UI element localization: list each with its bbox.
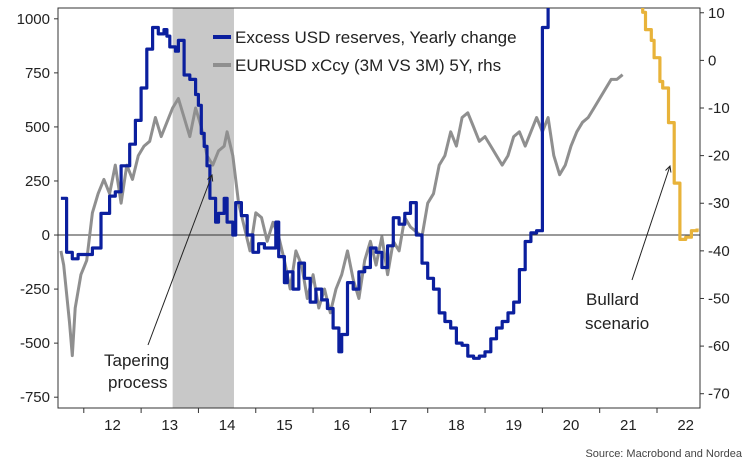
x-tick-label: 16 <box>333 417 350 434</box>
annotation-bullard-line2: scenario <box>585 314 649 333</box>
series-bullard-scenario-line <box>641 8 699 241</box>
chart-axes: 1000 750 500 250 0 -250 -500 -750 10 0 -10 -20 -30 -4… <box>17 5 730 434</box>
annotation-bullard: Bullard scenario <box>585 166 670 333</box>
y-right-tick-label: -20 <box>708 148 730 165</box>
y-left-tick-label: 0 <box>42 227 50 244</box>
x-tick-label: 15 <box>276 417 293 434</box>
legend: Excess USD reserves, Yearly change EURUS… <box>213 28 517 75</box>
y-left-tick-label: 750 <box>25 65 50 82</box>
y-left-tick-label: 1000 <box>17 11 50 28</box>
x-tick-label: 12 <box>104 417 121 434</box>
x-tick-label: 18 <box>448 417 465 434</box>
y-left-tick-label: 500 <box>25 119 50 136</box>
y-left-tick-label: -750 <box>20 389 50 406</box>
annotation-tapering: Tapering process <box>104 175 212 392</box>
x-tick-label: 22 <box>677 417 694 434</box>
x-tick-label: 20 <box>563 417 580 434</box>
annotation-arrow-tapering <box>147 175 212 346</box>
x-tick-label: 13 <box>161 417 178 434</box>
series-eurusd-xccy-line <box>59 73 624 358</box>
annotation-tapering-line1: Tapering <box>104 351 169 370</box>
y-left-tick-label: -250 <box>20 281 50 298</box>
y-right-tick-label: -40 <box>708 243 730 260</box>
y-right-tick-label: -70 <box>708 386 730 403</box>
x-tick-label: 17 <box>391 417 408 434</box>
annotation-tapering-line2: process <box>108 373 168 392</box>
y-right-tick-label: 10 <box>708 5 725 22</box>
y-right-tick-label: 0 <box>708 52 716 69</box>
legend-label-eurusd-xccy: EURUSD xCcy (3M VS 3M) 5Y, rhs <box>235 56 501 75</box>
plot-frame <box>57 7 701 409</box>
y-right-tick-label: -10 <box>708 100 730 117</box>
annotation-arrow-bullard <box>631 166 670 281</box>
y-left-tick-label: -500 <box>20 335 50 352</box>
y-right-tick-label: -30 <box>708 195 730 212</box>
annotation-bullard-line1: Bullard <box>586 290 639 309</box>
y-left-tick-label: 250 <box>25 173 50 190</box>
x-tick-label: 14 <box>219 417 236 434</box>
x-tick-label: 21 <box>620 417 637 434</box>
x-tick-label: 19 <box>505 417 522 434</box>
y-right-tick-label: -60 <box>708 338 730 355</box>
y-right-tick-label: -50 <box>708 290 730 307</box>
source-note: Source: Macrobond and Nordea <box>585 448 742 460</box>
chart-series <box>59 8 699 360</box>
series-usd-reserves-line <box>60 8 550 360</box>
legend-label-usd-reserves: Excess USD reserves, Yearly change <box>235 28 517 47</box>
